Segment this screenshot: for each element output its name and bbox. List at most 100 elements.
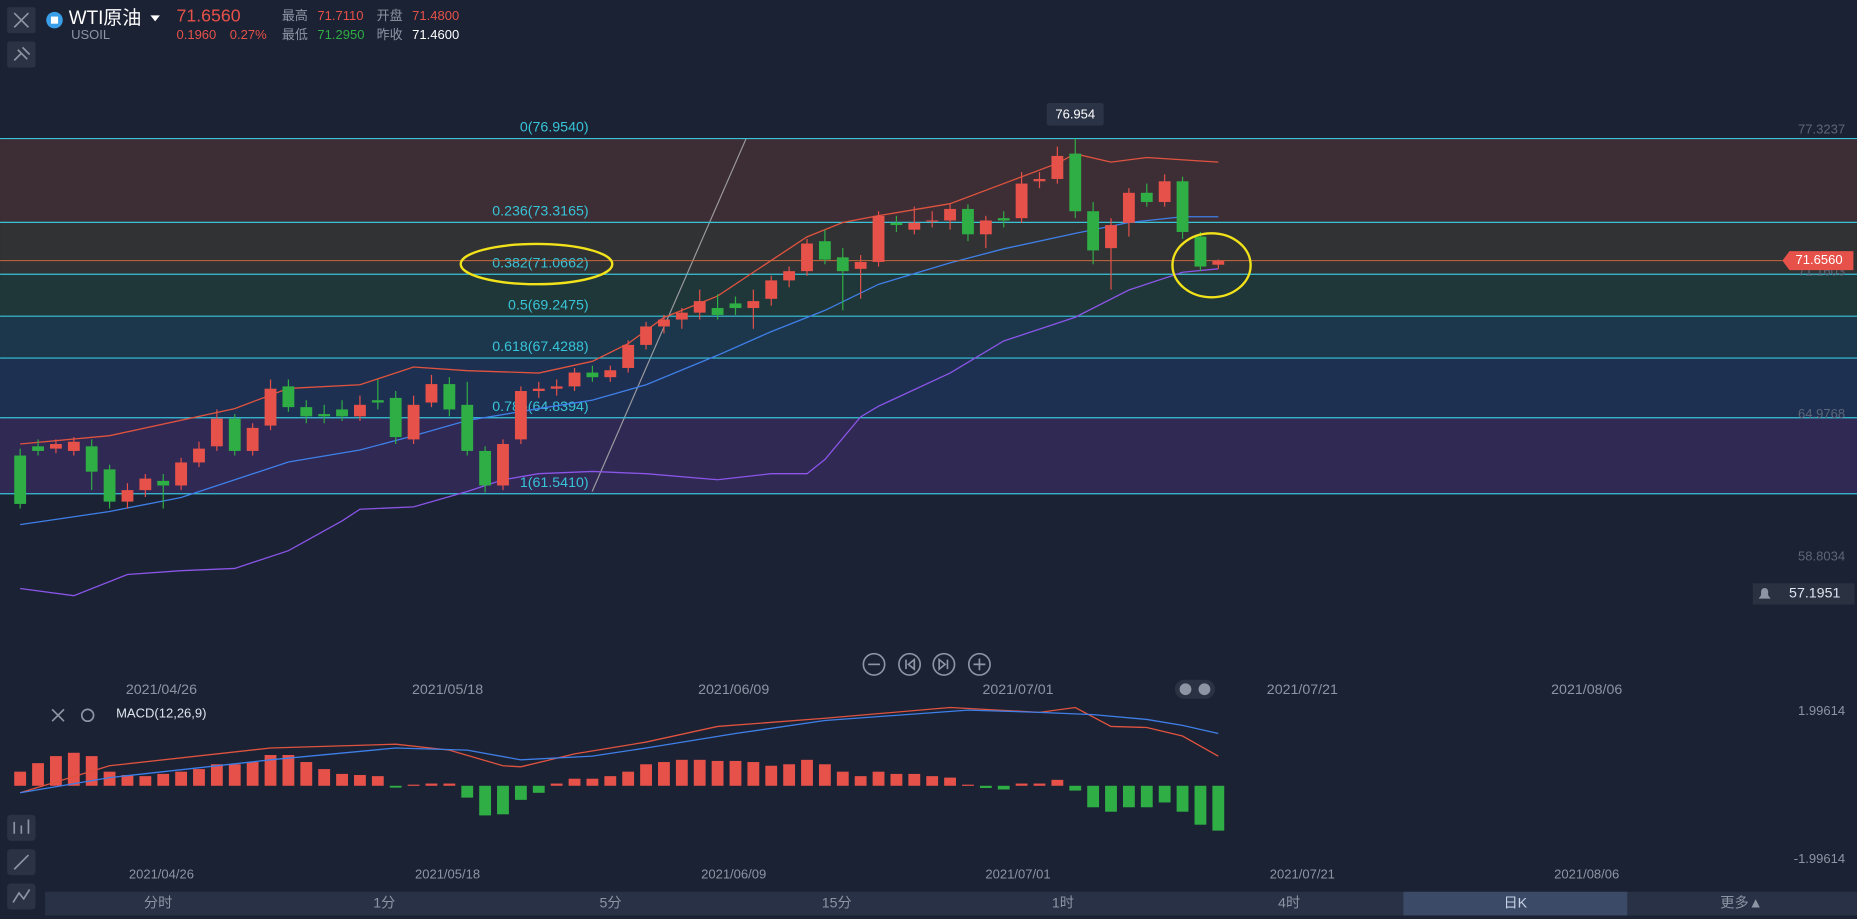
tab[interactable]: 1时: [1052, 894, 1074, 911]
tab-selected-bg: [1403, 891, 1628, 916]
candle-body: [711, 308, 724, 315]
macd-bar: [532, 785, 545, 793]
x-tick-label: 2021/08/06: [1551, 682, 1622, 698]
scroll-start[interactable]: [898, 652, 922, 676]
macd-bar: [979, 785, 992, 788]
macd-bar: [997, 785, 1010, 790]
symbol[interactable]: WTI原油: [69, 7, 142, 29]
macd-bar: [747, 762, 760, 786]
symbol-dropdown[interactable]: [150, 15, 160, 22]
tab[interactable]: 1分: [373, 894, 395, 911]
candle-body: [50, 444, 62, 449]
candle-body: [443, 384, 456, 410]
candle-body: [1140, 192, 1153, 203]
macd-bar: [228, 764, 241, 786]
tab[interactable]: 15分: [822, 894, 852, 911]
macd-bar: [836, 771, 849, 786]
macd-bar: [264, 754, 277, 786]
candle-body: [854, 261, 867, 269]
macd-bar: [139, 776, 152, 786]
pin-button[interactable]: [7, 41, 36, 68]
macd-bar: [658, 762, 670, 786]
candle-body: [85, 446, 98, 472]
alert-bell[interactable]: [1758, 588, 1771, 599]
macd-bar: [711, 760, 724, 786]
macd-bar: [818, 764, 831, 786]
macd-bar: [1194, 785, 1207, 825]
macd-bar: [550, 783, 563, 786]
macd-settings[interactable]: [80, 708, 95, 723]
candle-body: [783, 271, 796, 281]
macd-bar: [675, 759, 688, 786]
last-price-tag: [1782, 251, 1854, 271]
fib-band: [0, 417, 1857, 494]
y-tick-label: 77.3237: [1798, 121, 1845, 136]
stat-label: 昨收: [377, 27, 403, 42]
macd-bar: [854, 776, 867, 786]
tab[interactable]: 日K: [1503, 895, 1527, 911]
x-tick-label: 2021/04/26: [129, 867, 194, 882]
stat-value: 71.4600: [412, 27, 459, 42]
macd-bar: [318, 769, 331, 786]
candle-body: [818, 241, 831, 260]
candle-body: [550, 386, 563, 389]
candle-body: [479, 450, 492, 486]
dot: [1179, 683, 1192, 696]
x-tick-label: 2021/07/21: [1270, 867, 1335, 882]
zoom-in[interactable]: [967, 652, 991, 676]
macd-bar: [783, 764, 796, 786]
icon: [13, 819, 30, 834]
candle-body: [908, 222, 921, 230]
zoom-out[interactable]: [862, 652, 886, 676]
tab[interactable]: 更多▲: [1720, 894, 1762, 911]
candle-body: [658, 319, 670, 327]
candle-body: [997, 218, 1010, 221]
tab[interactable]: 分时: [144, 894, 172, 911]
macd-chart: MACD(12,26,9) -1.99614 1.99614 2021/04/26 20…: [14, 703, 1845, 882]
alert-bg: [1752, 583, 1855, 605]
fib-label: 1(61.5410): [520, 475, 589, 491]
tabs: 分时 1分 5分 15分 1时 4时 日K 更多▲: [144, 891, 1763, 916]
candle-body: [675, 312, 688, 320]
macd-bar: [1087, 785, 1100, 808]
macd-bar: [908, 773, 921, 786]
fib-band: [0, 222, 1857, 275]
price: 71.6560: [176, 5, 240, 25]
candle-body: [1194, 236, 1207, 267]
x-tick-label: 2021/04/26: [126, 682, 197, 698]
left-tools: [7, 814, 36, 910]
candle-body: [836, 257, 849, 272]
icon: [905, 657, 916, 671]
macd-bar: [1176, 785, 1189, 812]
tab[interactable]: 5分: [599, 894, 621, 911]
candle-body: [246, 427, 259, 451]
macd-close[interactable]: [51, 708, 65, 722]
candle-body: [1051, 155, 1064, 179]
scroll-end[interactable]: [932, 652, 956, 676]
candle-body: [139, 478, 152, 491]
candle-body: [157, 480, 170, 486]
candle-body: [282, 386, 295, 408]
candle-body: [944, 208, 956, 221]
change-pct: 0.27%: [230, 27, 267, 42]
main-chart: 0(76.9540) 0.236(73.3165) 0.382(71.0662) 0.…: [0, 103, 1857, 698]
candle-body: [604, 370, 617, 378]
candle-body: [1176, 181, 1189, 232]
candle-body: [729, 303, 742, 309]
candle-body: [336, 409, 348, 417]
fib-band: [0, 138, 1857, 223]
candle-body: [14, 455, 27, 504]
candle-body: [1087, 211, 1100, 251]
macd-bar: [1122, 785, 1135, 808]
tab[interactable]: 4时: [1278, 894, 1300, 911]
icon: [938, 657, 949, 671]
macd-bar: [371, 776, 384, 786]
candle-body: [318, 414, 331, 417]
fib-band: [0, 274, 1857, 317]
macd-bar: [729, 760, 742, 786]
macd-bar: [425, 783, 438, 786]
icon: [13, 854, 30, 870]
fib-label: 0.618(67.4288): [492, 339, 588, 355]
close-icon: [13, 12, 30, 28]
